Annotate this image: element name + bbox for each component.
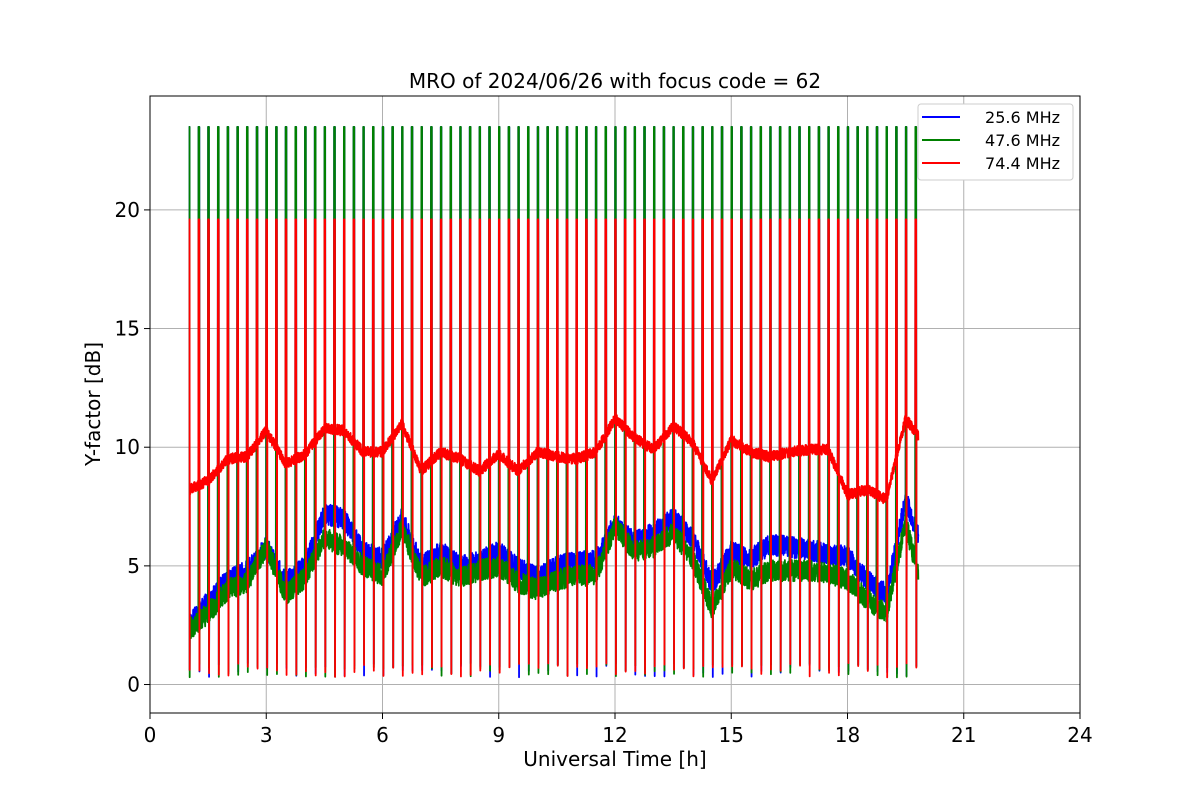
x-tick-label: 18	[835, 723, 860, 747]
x-axis: 0 3 6 9 12 15 18 21 24	[144, 713, 1093, 747]
legend-label: 47.6 MHz	[985, 131, 1060, 150]
x-tick-label: 0	[144, 723, 157, 747]
x-axis-label: Universal Time [h]	[523, 747, 706, 771]
legend-label: 74.4 MHz	[985, 154, 1060, 173]
x-tick-label: 24	[1067, 723, 1092, 747]
x-tick-label: 12	[602, 723, 627, 747]
x-tick-label: 21	[951, 723, 976, 747]
x-tick-label: 9	[492, 723, 505, 747]
y-tick-label: 0	[127, 673, 140, 697]
y-axis: 0 5 10 15 20	[115, 198, 150, 697]
x-tick-label: 6	[376, 723, 389, 747]
y-tick-label: 15	[115, 317, 140, 341]
series-line-47-6-mhz	[188, 125, 920, 679]
y-tick-label: 20	[115, 198, 140, 222]
y-tick-label: 10	[115, 435, 140, 459]
legend-label: 25.6 MHz	[985, 108, 1060, 127]
legend: 25.6 MHz 47.6 MHz 74.4 MHz	[917, 103, 1074, 181]
series-line-74-4-mhz	[188, 218, 920, 679]
series-line-25-6-mhz	[188, 125, 920, 679]
x-tick-label: 3	[260, 723, 273, 747]
legend-box	[917, 103, 1074, 181]
x-tick-label: 15	[719, 723, 744, 747]
y-axis-label: Y-factor [dB]	[81, 342, 105, 467]
series-layer	[188, 125, 920, 679]
chart-title: MRO of 2024/06/26 with focus code = 62	[409, 69, 821, 93]
y-tick-label: 5	[127, 554, 140, 578]
